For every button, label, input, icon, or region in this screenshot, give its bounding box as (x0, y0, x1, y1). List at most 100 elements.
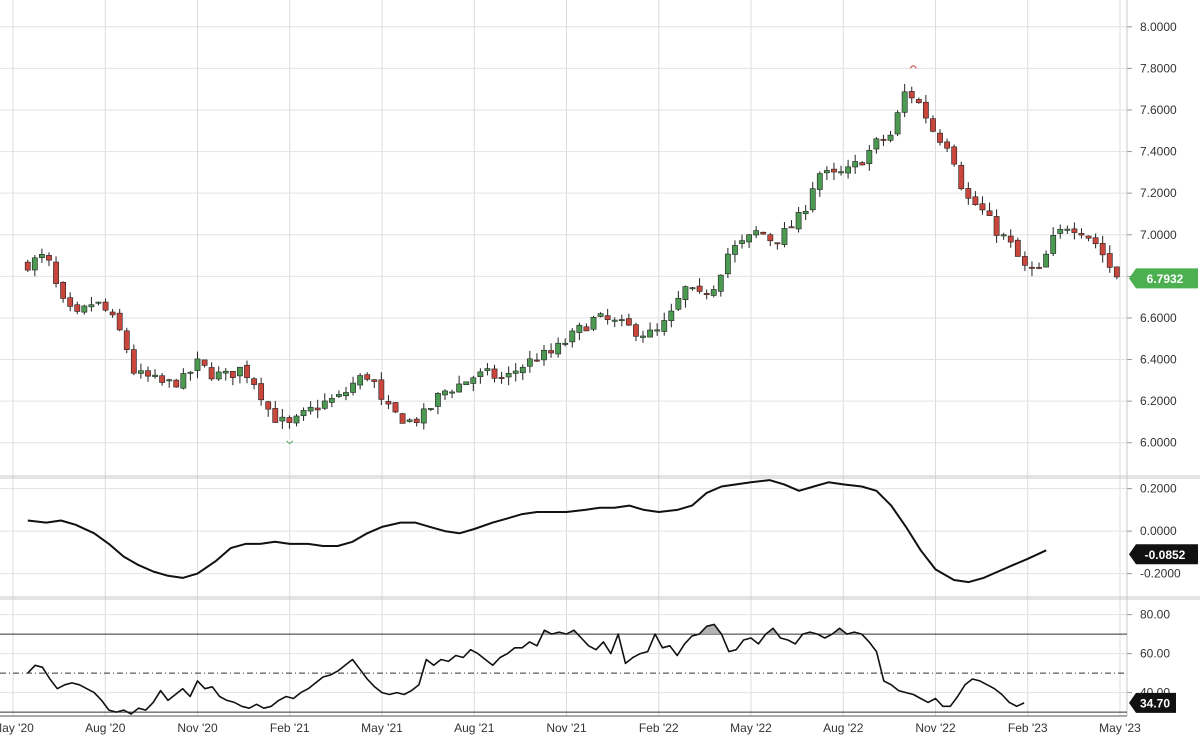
candle-body (512, 370, 519, 374)
candlestick (930, 115, 936, 133)
candle-body (229, 370, 236, 378)
candle-body (880, 138, 887, 141)
y-tick-label: 6.6000 (1140, 311, 1177, 325)
candlestick (880, 134, 887, 147)
candlestick (845, 159, 851, 179)
candle-body (237, 366, 243, 377)
candlestick (88, 296, 95, 312)
candlestick (159, 372, 166, 386)
candlestick (541, 345, 547, 366)
candle-body (937, 132, 943, 143)
candlestick (816, 171, 823, 197)
y-tick-label: 60.00 (1140, 647, 1170, 661)
candlestick (534, 353, 540, 363)
candle-body (1113, 266, 1120, 278)
candlestick (597, 312, 604, 318)
candlestick (463, 381, 470, 386)
candle-body (399, 413, 406, 424)
candlestick (166, 378, 173, 388)
candlestick (123, 327, 130, 354)
candle-body (1085, 235, 1092, 239)
y-tick-label: 6.2000 (1140, 394, 1177, 408)
candlestick (321, 393, 328, 411)
candlestick (435, 392, 441, 415)
oscillator-line (27, 479, 1047, 584)
candle-body (774, 242, 781, 245)
rsi-line (27, 623, 1025, 715)
candlestick (802, 205, 809, 221)
candle-body (732, 245, 738, 255)
candlestick (562, 338, 569, 347)
candle-body (24, 261, 31, 271)
candlestick (1014, 237, 1021, 257)
candle-body (703, 293, 710, 296)
candlestick (74, 301, 81, 315)
candle-body (562, 342, 569, 345)
candlestick (364, 372, 371, 382)
candlestick (760, 231, 767, 235)
candlestick (102, 298, 109, 312)
candle-body (569, 330, 576, 343)
x-tick-label: Nov '22 (915, 721, 956, 735)
candlestick (767, 233, 774, 247)
x-tick-label: May '22 (730, 721, 772, 735)
candle-body (922, 101, 929, 119)
candlestick (293, 414, 300, 427)
candle-body (717, 274, 724, 292)
candlestick (251, 377, 257, 390)
candle-body (265, 401, 272, 410)
candlestick (420, 403, 427, 430)
candle-body (1029, 266, 1035, 269)
candle-body (972, 196, 979, 206)
candle-body (152, 374, 158, 377)
x-tick-label: May '23 (1099, 721, 1141, 735)
candle-body (173, 379, 180, 388)
x-tick-label: Nov '20 (177, 721, 218, 735)
y-tick-label: 6.4000 (1140, 353, 1177, 367)
y-tick-label: 7.6000 (1140, 103, 1177, 117)
high-marker (909, 65, 917, 69)
y-tick-label: 8.0000 (1140, 20, 1177, 34)
y-tick-label: 7.2000 (1140, 186, 1177, 200)
candle-body (809, 188, 816, 211)
candle-body (958, 165, 965, 190)
candlestick (647, 322, 653, 338)
candle-body (215, 371, 222, 380)
x-tick-label: Feb '23 (1008, 721, 1048, 735)
candlestick (937, 129, 943, 146)
candlestick (1099, 235, 1106, 263)
candle-body (336, 394, 342, 397)
candlestick (859, 160, 866, 166)
rsi-value-label: 34.70 (1140, 696, 1170, 710)
candlestick (399, 412, 406, 424)
candle-body (802, 211, 809, 215)
candlestick (583, 323, 590, 332)
candle-body (979, 203, 986, 211)
candlestick (286, 415, 293, 429)
candle-body (1007, 235, 1014, 243)
candle-body (95, 301, 102, 304)
candlestick (1064, 225, 1071, 234)
candlestick (138, 363, 144, 379)
candlestick (272, 400, 279, 423)
candlestick (385, 395, 392, 410)
candlestick (526, 350, 533, 373)
candlestick (675, 291, 682, 311)
candlestick (314, 399, 321, 419)
y-tick-label: 7.8000 (1140, 61, 1177, 75)
candle-body (675, 297, 682, 310)
candle-body (534, 359, 540, 362)
candlestick (265, 400, 272, 417)
candlestick (640, 330, 646, 343)
candle-body (1106, 253, 1113, 268)
candlestick (456, 375, 463, 393)
candlestick (1078, 228, 1085, 239)
candle-body (944, 141, 951, 149)
candle-body (39, 254, 45, 258)
candle-body (109, 311, 116, 316)
candle-body (1099, 242, 1106, 256)
candle-body (67, 297, 74, 307)
candlestick (951, 144, 958, 167)
candlestick (1057, 224, 1064, 239)
